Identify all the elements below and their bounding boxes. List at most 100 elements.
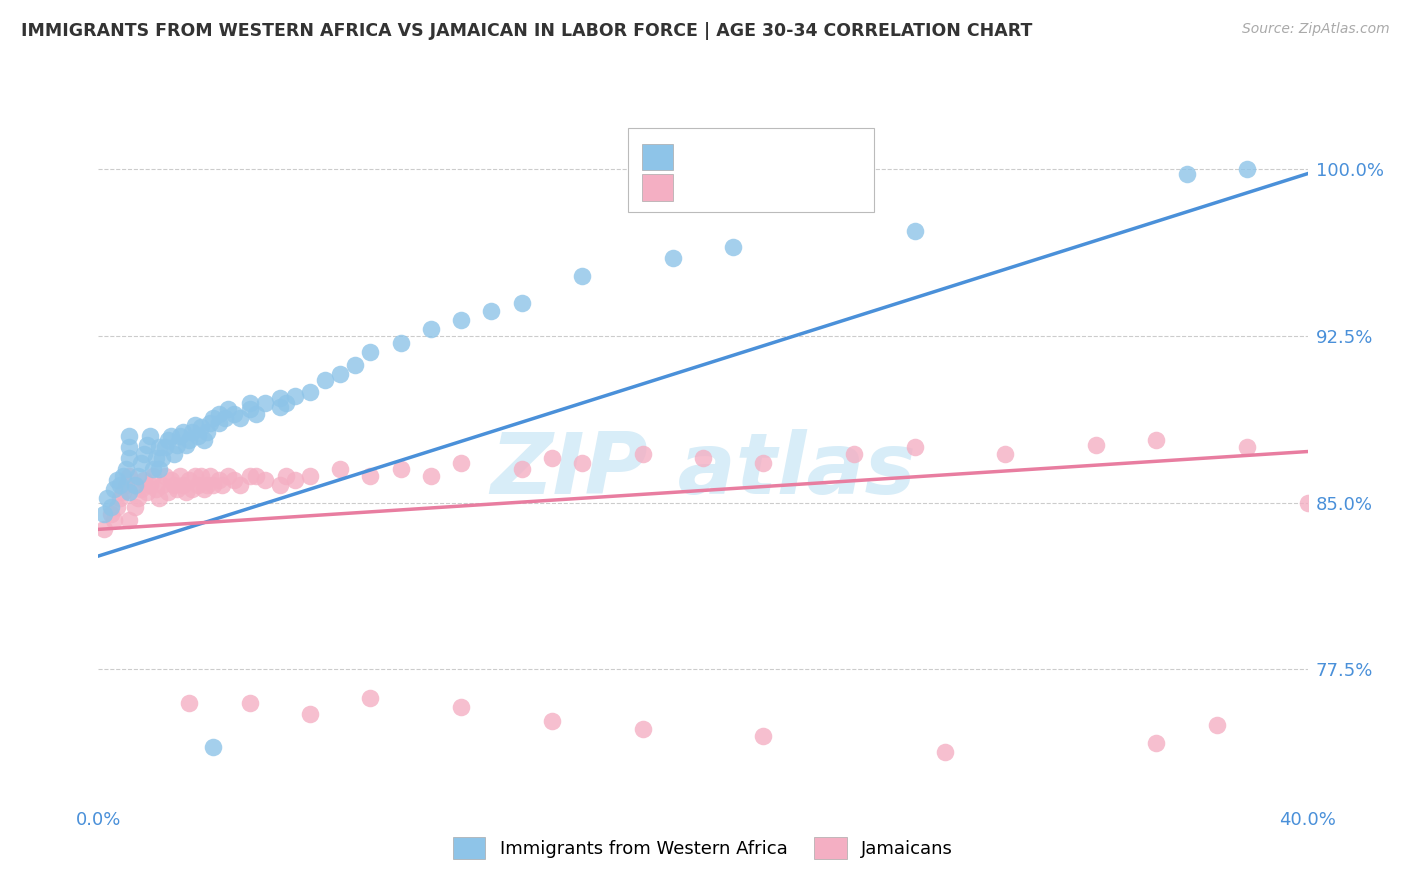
Point: [124, 478, 146, 492]
Point: [360, 691, 382, 706]
Point: [105, 474, 128, 488]
Text: ZIP atlas: ZIP atlas: [491, 429, 915, 512]
Point: [284, 474, 307, 488]
Point: [229, 478, 252, 492]
Point: [100, 500, 122, 515]
Point: [1144, 736, 1167, 750]
Point: [181, 483, 204, 497]
Point: [510, 462, 533, 476]
Point: [172, 425, 194, 439]
Point: [195, 425, 218, 439]
Point: [844, 447, 866, 461]
Point: [124, 500, 146, 515]
Point: [129, 483, 152, 497]
Point: [1144, 434, 1167, 448]
Point: [245, 407, 267, 421]
Point: [114, 462, 136, 476]
Legend: Immigrants from Western Africa, Jamaicans: Immigrants from Western Africa, Jamaican…: [446, 830, 960, 866]
Point: [1236, 440, 1258, 454]
Point: [269, 391, 291, 405]
Point: [202, 740, 225, 755]
Point: [184, 469, 207, 483]
Point: [994, 447, 1017, 461]
Text: R = 0.406  N = 71: R = 0.406 N = 71: [685, 148, 862, 166]
Point: [114, 478, 136, 492]
Point: [148, 440, 170, 454]
Point: [208, 407, 231, 421]
Point: [195, 478, 218, 492]
Point: [344, 358, 367, 372]
Point: [93, 507, 115, 521]
Point: [692, 451, 714, 466]
Point: [229, 411, 252, 425]
Point: [224, 474, 246, 488]
Point: [111, 484, 134, 499]
Point: [118, 513, 141, 527]
Point: [245, 469, 267, 483]
Point: [239, 402, 262, 417]
Point: [135, 484, 157, 499]
Point: [166, 438, 188, 452]
Point: [540, 714, 562, 728]
Point: [184, 417, 207, 432]
Text: R =  0.112  N = 77: R = 0.112 N = 77: [685, 178, 869, 196]
Point: [1175, 167, 1198, 181]
Point: [163, 478, 186, 492]
Point: [118, 440, 141, 454]
Point: [160, 474, 183, 488]
Point: [208, 474, 231, 488]
Point: [631, 447, 654, 461]
Point: [190, 469, 212, 483]
Point: [105, 500, 128, 515]
Point: [142, 469, 165, 483]
Point: [253, 474, 276, 488]
Point: [450, 456, 472, 470]
Point: [723, 240, 745, 254]
Point: [1236, 162, 1258, 177]
Point: [274, 395, 297, 409]
Point: [904, 440, 927, 454]
Point: [299, 469, 322, 483]
Point: [314, 373, 336, 387]
Point: [934, 745, 956, 759]
Point: [148, 462, 170, 476]
Point: [127, 491, 149, 506]
Point: [179, 434, 201, 448]
Point: [172, 478, 194, 492]
Point: [132, 447, 155, 461]
Point: [118, 451, 141, 466]
Point: [181, 425, 204, 439]
Point: [135, 438, 157, 452]
Point: [571, 456, 593, 470]
Point: [187, 429, 209, 443]
Point: [169, 429, 191, 443]
Point: [111, 469, 134, 483]
Point: [253, 395, 276, 409]
Point: [224, 407, 246, 421]
Point: [217, 469, 239, 483]
Text: Source: ZipAtlas.com: Source: ZipAtlas.com: [1241, 22, 1389, 37]
Point: [129, 456, 152, 470]
Text: IMMIGRANTS FROM WESTERN AFRICA VS JAMAICAN IN LABOR FORCE | AGE 30-34 CORRELATIO: IMMIGRANTS FROM WESTERN AFRICA VS JAMAIC…: [21, 22, 1032, 40]
Point: [187, 478, 209, 492]
Point: [193, 483, 215, 497]
Point: [329, 462, 352, 476]
Point: [153, 440, 176, 454]
Point: [269, 478, 291, 492]
Point: [118, 469, 141, 483]
Point: [389, 462, 412, 476]
Point: [284, 389, 307, 403]
Point: [239, 696, 262, 710]
Point: [299, 384, 322, 399]
Point: [108, 491, 131, 506]
Point: [132, 474, 155, 488]
Point: [150, 451, 173, 466]
Point: [450, 700, 472, 714]
Point: [169, 469, 191, 483]
Point: [211, 478, 233, 492]
Point: [239, 469, 262, 483]
Point: [108, 478, 131, 492]
Point: [1085, 438, 1108, 452]
Point: [571, 268, 593, 283]
Point: [752, 729, 775, 743]
